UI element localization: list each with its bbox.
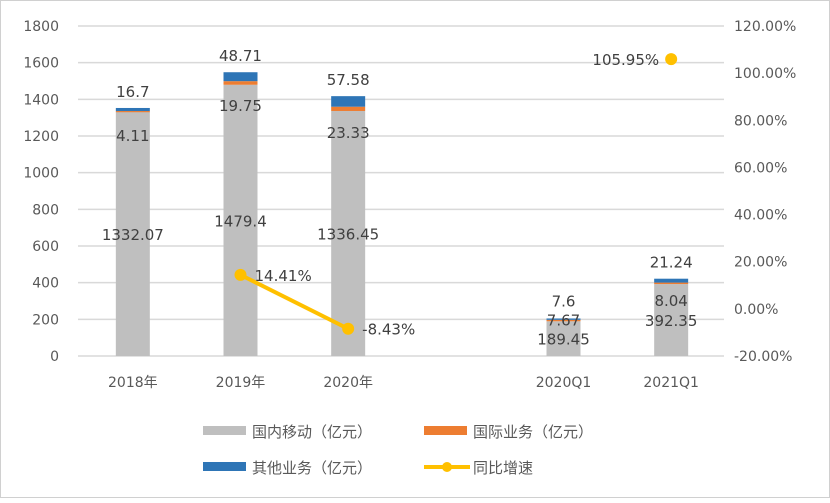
legend-label: 国内移动（亿元） [252, 423, 372, 441]
legend-marker [442, 462, 452, 472]
bar-segment [331, 106, 366, 111]
data-label: 19.75 [219, 97, 262, 115]
bar-segment [654, 282, 689, 285]
legend-item: 国际业务（亿元） [424, 423, 593, 441]
gridlines [78, 25, 724, 357]
growth-line: 14.41% -8.43% 105.95% [234, 51, 678, 339]
left-tick-label: 200 [32, 312, 59, 328]
right-tick-label: 120.00% [734, 19, 796, 35]
right-tick-label: 0.00% [734, 302, 778, 318]
left-tick-label: 1000 [23, 166, 59, 182]
x-tick-label: 2020Q1 [536, 375, 592, 391]
right-tick-label: -20.00% [734, 349, 792, 365]
legend: 国内移动（亿元） 国际业务（亿元） 其他业务（亿元） 同比增速 [203, 423, 593, 477]
right-axis-ticks: -20.00% 0.00% 20.00% 40.00% 60.00% 80.00% 100.… [734, 19, 796, 365]
legend-swatch [203, 426, 246, 435]
data-label: 1336.45 [317, 225, 379, 243]
data-label: 7.67 [547, 312, 580, 330]
right-tick-label: 40.00% [734, 208, 787, 224]
data-label: 16.7 [116, 83, 149, 101]
bar-segment [223, 72, 258, 82]
bar-segment [331, 110, 366, 357]
bars: 1332.07 4.11 16.7 1479.4 19.75 48.71 1336.45 23… [102, 47, 698, 357]
left-tick-label: 400 [32, 276, 59, 292]
bar-segment [331, 96, 366, 107]
left-tick-label: 1800 [23, 19, 59, 35]
data-label: 48.71 [219, 47, 262, 65]
left-tick-label: 800 [32, 202, 59, 218]
line-marker [234, 268, 247, 281]
data-label: 57.58 [327, 71, 370, 89]
x-tick-label: 2018年 [108, 375, 158, 391]
legend-label: 国际业务（亿元） [473, 423, 593, 441]
x-tick-label: 2021Q1 [643, 375, 699, 391]
line-segment [239, 273, 350, 331]
bar-segment [115, 111, 150, 356]
legend-swatch [424, 426, 467, 435]
data-label: 21.24 [650, 254, 693, 272]
right-tick-label: 60.00% [734, 160, 787, 176]
data-label: 4.11 [116, 127, 149, 145]
data-label: 105.95% [592, 51, 659, 69]
legend-item: 国内移动（亿元） [203, 423, 372, 441]
data-label: 1479.4 [214, 212, 267, 230]
bar-segment [654, 284, 689, 356]
left-tick-label: 1400 [23, 92, 59, 108]
data-label: 23.33 [327, 124, 370, 142]
legend-item: 其他业务（亿元） [203, 459, 372, 477]
bar-segment [546, 318, 581, 320]
left-tick-label: 1600 [23, 56, 59, 72]
bar-segment [546, 319, 581, 322]
left-tick-label: 600 [32, 239, 59, 255]
right-tick-label: 100.00% [734, 66, 796, 82]
line-marker [342, 322, 355, 335]
x-tick-label: 2020年 [323, 375, 373, 391]
data-label: 7.6 [552, 293, 576, 311]
left-axis-ticks: 0 200 400 600 800 1000 1200 1400 1600 1800 [23, 19, 59, 365]
bar-segment [223, 81, 258, 85]
right-tick-label: 20.00% [734, 255, 787, 271]
bar-segment [546, 321, 581, 356]
bar-segment [115, 111, 150, 113]
bar-segment [115, 107, 150, 112]
data-label: -8.43% [362, 321, 415, 339]
line-marker [665, 53, 678, 66]
legend-item: 同比增速 [424, 459, 533, 477]
legend-swatch [203, 462, 246, 471]
left-tick-label: 1200 [23, 129, 59, 145]
legend-label: 同比增速 [473, 459, 533, 477]
bar-segment [654, 278, 689, 283]
left-tick-label: 0 [50, 349, 59, 365]
data-label: 14.41% [255, 267, 312, 285]
data-label: 8.04 [654, 292, 687, 310]
legend-label: 其他业务（亿元） [252, 459, 372, 477]
bar-segment [223, 84, 258, 356]
x-axis-ticks: 2018年 2019年 2020年 2020Q1 2021Q1 [108, 375, 699, 391]
data-label: 1332.07 [102, 226, 164, 244]
x-tick-label: 2019年 [216, 375, 266, 391]
data-label: 392.35 [645, 312, 698, 330]
right-tick-label: 80.00% [734, 113, 787, 129]
data-label: 189.45 [537, 331, 590, 349]
